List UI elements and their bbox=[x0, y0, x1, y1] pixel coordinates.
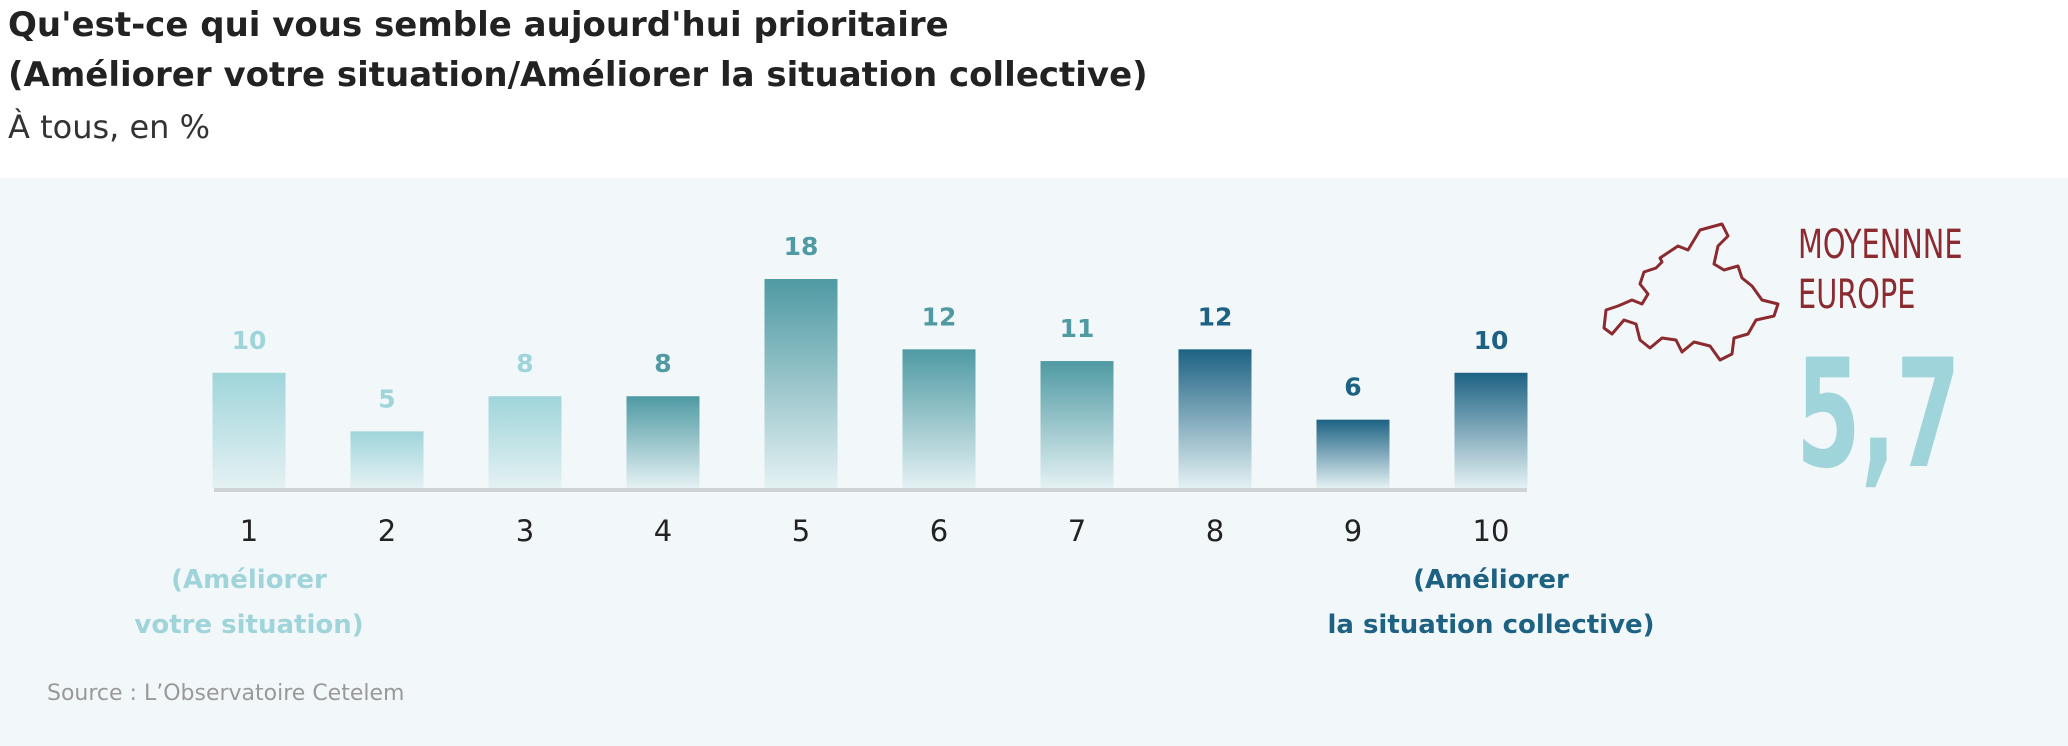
annotation: la situation collective) bbox=[1327, 610, 1654, 640]
value-label: 11 bbox=[1060, 314, 1095, 343]
x-tick-label: 5 bbox=[792, 514, 810, 548]
bar bbox=[1454, 372, 1528, 488]
value-label: 6 bbox=[1344, 373, 1361, 402]
value-label: 12 bbox=[1198, 302, 1233, 331]
bar bbox=[350, 431, 424, 488]
annotation: (Améliorer bbox=[1413, 565, 1569, 595]
source: Source : L’Observatoire Cetelem bbox=[47, 681, 404, 706]
chart-title: (Améliorer votre situation/Améliorer la … bbox=[8, 55, 1148, 95]
panel bbox=[0, 178, 2068, 746]
bar bbox=[902, 349, 976, 488]
x-tick-label: 8 bbox=[1206, 514, 1224, 548]
x-tick-label: 9 bbox=[1344, 514, 1362, 548]
value-label: 8 bbox=[654, 349, 671, 378]
x-tick-label: 3 bbox=[516, 514, 534, 548]
bar bbox=[1178, 349, 1252, 488]
annotation: (Améliorer bbox=[171, 565, 327, 595]
europe-value: 5,7 bbox=[1796, 328, 1961, 502]
value-label: 18 bbox=[784, 232, 819, 261]
chart-title: Qu'est-ce qui vous semble aujourd'hui pr… bbox=[8, 5, 949, 45]
x-tick-label: 1 bbox=[240, 514, 258, 548]
subtitle: À tous, en % bbox=[8, 108, 210, 146]
bar bbox=[1316, 419, 1390, 488]
bar bbox=[1040, 361, 1114, 488]
value-label: 12 bbox=[922, 302, 957, 331]
x-tick-label: 7 bbox=[1068, 514, 1086, 548]
europe-label: EUROPE bbox=[1798, 272, 1915, 318]
value-label: 5 bbox=[378, 384, 395, 413]
bar bbox=[626, 396, 700, 488]
bar bbox=[764, 279, 838, 488]
annotation: votre situation) bbox=[134, 610, 363, 640]
value-label: 10 bbox=[1474, 326, 1509, 355]
value-label: 8 bbox=[516, 349, 533, 378]
value-label: 10 bbox=[232, 326, 267, 355]
x-tick-label: 10 bbox=[1473, 514, 1510, 548]
bar bbox=[488, 396, 562, 488]
europe-map-icon bbox=[1602, 222, 1780, 362]
bar bbox=[212, 372, 286, 488]
europe-label: MOYENNNE bbox=[1798, 222, 1963, 268]
x-tick-label: 6 bbox=[930, 514, 948, 548]
x-tick-label: 2 bbox=[378, 514, 396, 548]
x-tick-label: 4 bbox=[654, 514, 672, 548]
